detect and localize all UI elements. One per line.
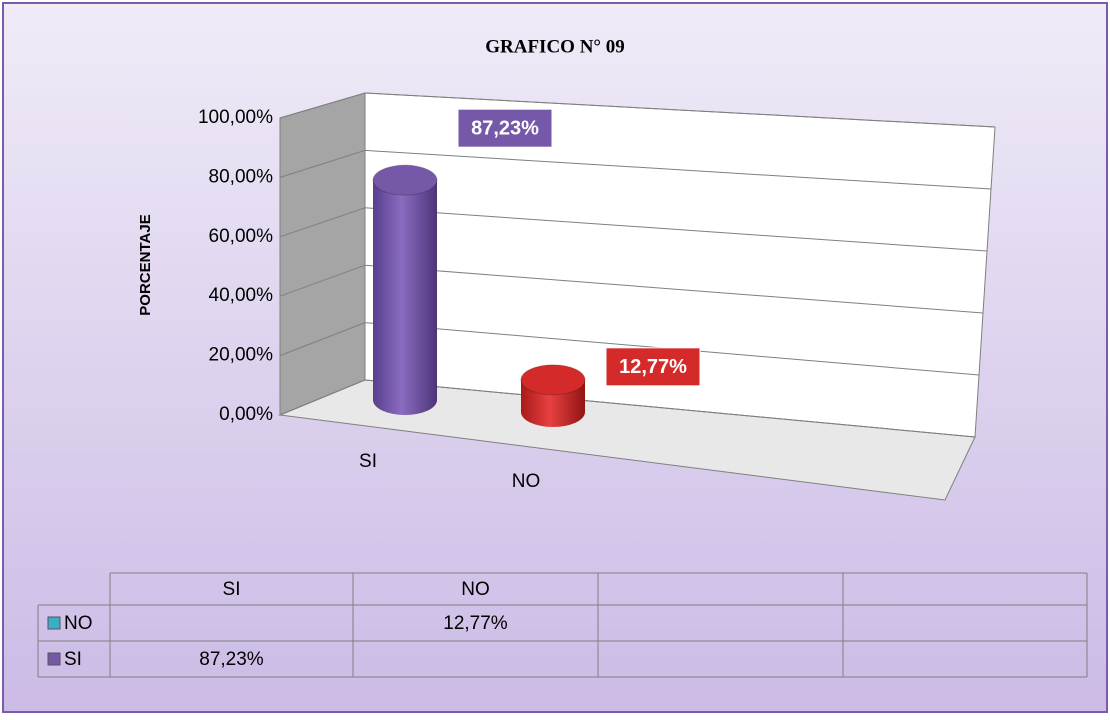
grid-line — [279, 379, 976, 438]
cylinder — [520, 364, 586, 427]
y-tick-label: 0,00% — [219, 404, 273, 425]
x-tick-label: NO — [512, 471, 541, 492]
grid-line — [279, 149, 992, 190]
y-tick-label: 100,00% — [198, 107, 273, 128]
data-label: 12,77% — [619, 356, 687, 378]
y-tick-label: 40,00% — [209, 285, 274, 306]
grid-line — [279, 264, 984, 314]
table-cell: 12,77% — [443, 613, 508, 634]
cylinder-body — [373, 180, 437, 415]
data-label-box — [457, 108, 553, 148]
legend-label: NO — [64, 613, 93, 634]
legend-label: SI — [64, 649, 82, 670]
table-header: NO — [461, 579, 490, 600]
data-label-box — [605, 347, 701, 387]
cylinder — [372, 164, 438, 415]
table-cell: 87,23% — [199, 649, 264, 670]
cylinder-top — [372, 164, 438, 196]
grid-line — [279, 92, 996, 128]
y-axis-label: PORCENTAJE — [137, 214, 154, 315]
table-header: SI — [223, 579, 241, 600]
grid-line — [279, 207, 988, 252]
y-tick-label: 80,00% — [209, 166, 274, 187]
data-label: 87,23% — [471, 117, 539, 139]
cylinder-top — [520, 364, 586, 396]
legend-key — [47, 616, 61, 630]
x-tick-label: SI — [359, 451, 377, 472]
side-wall — [279, 92, 366, 416]
y-tick-label: 20,00% — [209, 345, 274, 366]
chart-title: GRAFICO N° 09 — [485, 36, 625, 57]
grid-line — [279, 322, 980, 376]
y-tick-label: 60,00% — [209, 226, 274, 247]
legend-key — [47, 652, 61, 666]
